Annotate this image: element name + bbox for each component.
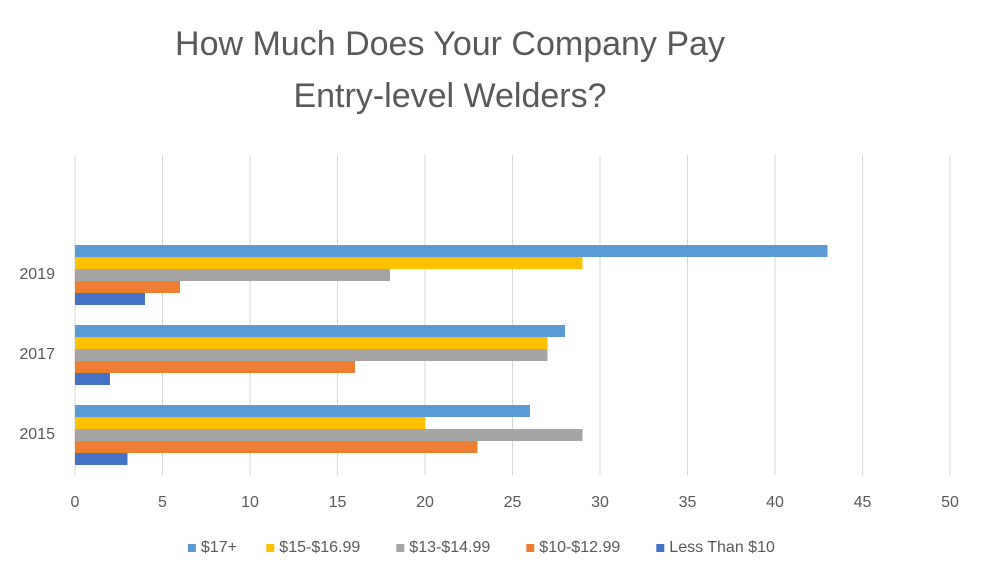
legend-marker: [526, 544, 535, 552]
x-tick-label: 35: [679, 494, 697, 511]
x-tick-label: 40: [766, 494, 784, 511]
bar: [75, 429, 583, 441]
bar: [75, 281, 180, 293]
bar: [75, 441, 478, 453]
chart-title: How Much Does Your Company Pay: [175, 25, 725, 63]
legend-label: $15-$16.99: [279, 539, 360, 556]
bar: [75, 405, 530, 417]
bar: [75, 373, 110, 385]
x-tick-label: 30: [591, 494, 609, 511]
bar: [75, 337, 548, 349]
legend-label: $17+: [201, 539, 237, 556]
y-tick-label: 2019: [19, 266, 55, 283]
legend-label: $13-$14.99: [409, 539, 490, 556]
bar: [75, 417, 425, 429]
legend-marker: [396, 544, 405, 552]
x-tick-label: 10: [241, 494, 259, 511]
bar: [75, 361, 355, 373]
bar: [75, 349, 548, 361]
x-tick-label: 20: [416, 494, 434, 511]
legend-marker: [656, 544, 665, 552]
bar: [75, 245, 828, 257]
chart-title: Entry-level Welders?: [293, 77, 606, 115]
bar: [75, 293, 145, 305]
x-tick-label: 50: [941, 494, 959, 511]
bar: [75, 453, 128, 465]
bar: [75, 269, 390, 281]
legend-marker: [187, 544, 196, 552]
bar: [75, 325, 565, 337]
legend-marker: [266, 544, 275, 552]
x-tick-label: 25: [504, 494, 522, 511]
x-tick-label: 45: [854, 494, 872, 511]
y-tick-label: 2017: [19, 346, 55, 363]
x-tick-label: 5: [158, 494, 167, 511]
legend-label: $10-$12.99: [539, 539, 620, 556]
x-tick-label: 15: [329, 494, 347, 511]
y-tick-label: 2015: [19, 426, 55, 443]
x-tick-label: 0: [71, 494, 80, 511]
legend-label: Less Than $10: [669, 539, 775, 556]
bar: [75, 257, 583, 269]
